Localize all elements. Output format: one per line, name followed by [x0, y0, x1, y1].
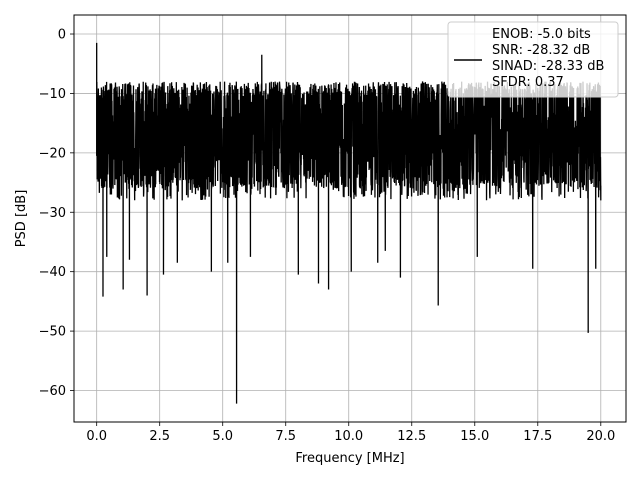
y-tick-label: −10	[39, 87, 66, 102]
x-tick-label: 2.5	[149, 429, 170, 444]
y-tick-label: −60	[39, 384, 66, 399]
legend: ENOB: -5.0 bits SNR: -28.32 dB SINAD: -2…	[447, 21, 619, 98]
legend-snr: SNR: -28.32 dB	[492, 43, 590, 58]
x-tick-label: 0.0	[86, 429, 107, 444]
y-tick-label: −20	[39, 146, 66, 161]
plot-area	[96, 42, 602, 404]
x-tick-label: 5.0	[212, 429, 233, 444]
x-tick-label: 20.0	[586, 429, 615, 444]
y-tick-label: −30	[39, 206, 66, 221]
axes-frame	[73, 14, 627, 423]
y-tick-label: 0	[58, 28, 66, 43]
y-tick-label: −50	[39, 325, 66, 340]
x-axis-label: Frequency [MHz]	[295, 451, 404, 466]
x-tick-label: 10.0	[334, 429, 363, 444]
legend-box	[447, 21, 619, 98]
legend-sfdr: SFDR: 0.37	[492, 75, 564, 90]
x-tick-label: 12.5	[397, 429, 426, 444]
y-axis-label: PSD [dB]	[14, 190, 29, 248]
legend-sinad: SINAD: -28.33 dB	[492, 59, 604, 74]
y-tick-label: −40	[39, 265, 66, 280]
legend-enob: ENOB: -5.0 bits	[492, 27, 591, 42]
x-tick-label: 15.0	[460, 429, 489, 444]
x-tick-label: 17.5	[523, 429, 552, 444]
x-tick-label: 7.5	[275, 429, 296, 444]
psd-series-line	[96, 42, 602, 404]
ticks: 0.0 2.5 5.0 7.5 10.0 12.5 15.0 17.5 20.0 0 −10 −20 −…	[39, 28, 616, 444]
